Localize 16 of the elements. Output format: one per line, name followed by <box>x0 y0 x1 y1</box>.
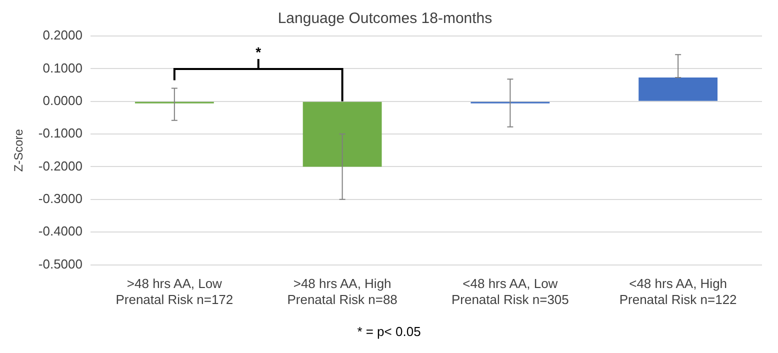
y-tick-label: -0.3000 <box>38 191 82 206</box>
y-tick-label: 0.1000 <box>42 60 82 76</box>
chart-title: Language Outcomes 18-months <box>278 10 492 28</box>
x-tick-label: <48 hrs AA, High Prenatal Risk n=122 <box>619 276 737 307</box>
x-tick-label: >48 hrs AA, Low Prenatal Risk n=172 <box>116 276 234 307</box>
y-axis-title: Z-Score <box>12 128 26 172</box>
y-tick-label: -0.1000 <box>38 126 82 141</box>
text: * = p< 0.05 <box>356 324 422 339</box>
x-tick-label: <48 hrs AA, Low Prenatal Risk n=305 <box>451 276 569 307</box>
y-tick-label: -0.4000 <box>38 224 82 239</box>
annotation: * <box>256 44 262 60</box>
y-tick-label: 0.2000 <box>42 28 82 43</box>
y-tick-label: -0.2000 <box>38 158 82 174</box>
y-tick-label: 0.0000 <box>42 92 82 108</box>
x-tick-label: >48 hrs AA, High Prenatal Risk n=88 <box>287 276 398 307</box>
y-tick-label: -0.5000 <box>38 256 82 272</box>
